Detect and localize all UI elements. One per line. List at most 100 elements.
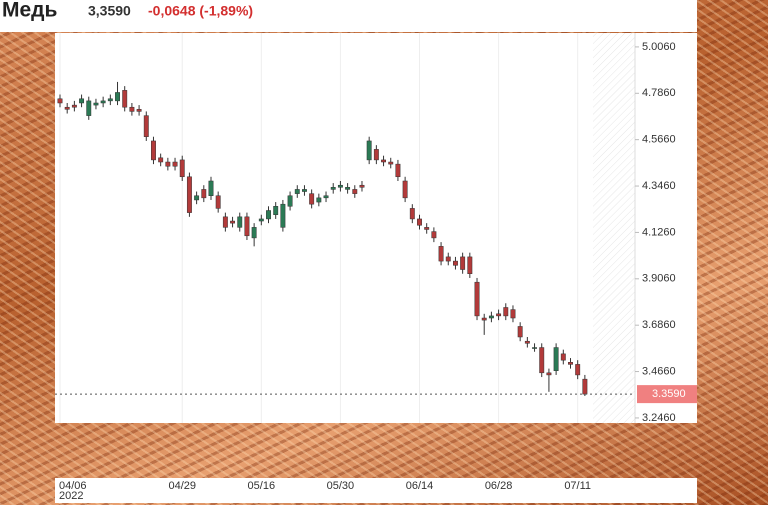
x-tick-label: 06/14 — [406, 480, 434, 492]
candle-body — [359, 184, 365, 188]
candle-body — [337, 184, 343, 188]
candle-body — [122, 90, 128, 108]
candle-body — [395, 163, 401, 178]
plot-bg — [55, 33, 697, 423]
change: -0,0648 (-1,89%) — [148, 3, 253, 19]
candle-body — [100, 100, 106, 104]
x-tick-label: 07/11 — [564, 480, 591, 492]
x-tick-label: 04/29 — [168, 480, 196, 492]
y-tick-label: 3.6860 — [642, 319, 676, 331]
y-tick-label: 3.4660 — [642, 365, 676, 377]
candle-body — [366, 140, 372, 161]
candle-body — [194, 195, 200, 201]
candle-body — [524, 340, 530, 344]
candle-body — [467, 256, 473, 274]
candle-body — [568, 362, 573, 365]
candle-body — [201, 189, 207, 199]
candle-body — [294, 189, 300, 194]
x-tick-label: 04/06 — [59, 480, 87, 492]
candle-body — [165, 161, 171, 167]
candle-body — [57, 98, 63, 104]
candle-body — [179, 159, 185, 178]
y-tick-label: 4.7860 — [642, 87, 676, 99]
x-tick-label: 05/30 — [327, 480, 355, 492]
price: 3,3590 — [88, 3, 131, 19]
candle-body — [438, 246, 444, 262]
candle-body — [244, 216, 250, 237]
candle-body — [481, 317, 487, 321]
candle-body — [453, 260, 458, 266]
candle-body — [115, 92, 120, 102]
candle-body — [388, 161, 394, 165]
candle-body — [560, 353, 566, 361]
candle-body — [280, 203, 286, 228]
future-area — [593, 33, 635, 423]
candle-body — [237, 216, 243, 228]
candle-body — [345, 187, 351, 190]
candle-body — [129, 106, 135, 112]
candle-body — [330, 187, 336, 190]
candle-body — [258, 218, 264, 222]
candle-body — [488, 315, 494, 319]
date-row-bg — [55, 478, 697, 503]
asset-name: Медь — [2, 0, 58, 22]
candle-body — [582, 378, 588, 395]
candle-body — [186, 176, 192, 213]
candle-body — [215, 195, 221, 209]
candle-body — [417, 218, 422, 226]
candle-body — [136, 109, 142, 112]
candle-body — [316, 197, 322, 203]
candle-body — [539, 347, 545, 374]
candle-body — [302, 189, 307, 192]
candle-body — [424, 227, 430, 230]
candle-body — [532, 347, 537, 349]
candle-body — [79, 98, 85, 104]
candle-body — [546, 372, 552, 376]
candle-body — [381, 159, 387, 163]
candle-body — [143, 115, 149, 137]
candle-body — [323, 195, 329, 199]
header-bg — [0, 0, 697, 32]
y-tick-label: 4.5660 — [642, 134, 676, 146]
y-tick-label: 3.9060 — [642, 273, 676, 285]
candle-body — [445, 256, 451, 262]
last-price-box — [637, 385, 697, 404]
y-tick-label: 5.0060 — [642, 41, 676, 53]
candle-body — [496, 313, 502, 317]
y-tick-label: 4.3460 — [642, 180, 676, 192]
candle-body — [460, 256, 466, 270]
candle-body — [251, 227, 257, 239]
candle-body — [266, 210, 271, 220]
x-tick-label: 05/16 — [248, 480, 276, 492]
y-tick-label: 4.1260 — [642, 226, 676, 238]
candle-body — [172, 161, 178, 167]
candle-body — [230, 220, 236, 224]
candle-body — [575, 364, 581, 376]
candle-body — [309, 193, 315, 205]
candle-body — [287, 195, 293, 207]
candle-body — [510, 309, 516, 319]
candle-body — [93, 102, 99, 106]
candle-body — [517, 326, 523, 338]
candle-body — [431, 231, 437, 239]
candle-body — [208, 180, 214, 196]
candle-body — [86, 100, 92, 116]
candle-body — [151, 140, 156, 161]
candle-body — [158, 157, 164, 163]
candle-body — [222, 216, 228, 228]
candle-body — [503, 307, 509, 317]
candle-body — [402, 180, 408, 199]
candle-body — [107, 98, 113, 102]
candle-body — [553, 347, 559, 371]
x-tick-label: 06/28 — [485, 480, 513, 492]
candle-body — [352, 189, 358, 194]
candle-body — [64, 106, 70, 110]
y-tick-label: 3.2460 — [642, 412, 676, 424]
candle-body — [273, 206, 279, 215]
candle-body — [409, 208, 415, 220]
candle-body — [474, 281, 480, 317]
candle-body — [373, 149, 379, 161]
last-price-label: 3.3590 — [652, 388, 686, 400]
